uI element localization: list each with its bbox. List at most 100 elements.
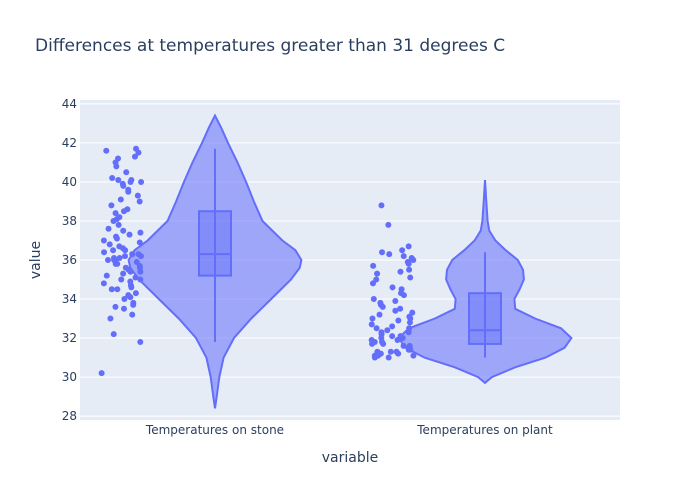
y-tick-label: 40: [62, 175, 77, 189]
data-point: [408, 255, 415, 262]
data-point: [105, 225, 112, 232]
data-point: [123, 169, 130, 176]
data-point: [116, 255, 123, 262]
y-tick-label: 34: [62, 292, 77, 306]
x-tick-label: Temperatures on plant: [416, 423, 553, 437]
data-point: [125, 292, 132, 299]
data-point: [121, 296, 128, 303]
data-point: [399, 247, 406, 254]
data-point: [370, 296, 377, 303]
data-point: [407, 274, 414, 281]
data-point: [385, 354, 392, 361]
data-point: [124, 206, 131, 213]
data-point: [393, 348, 400, 355]
points-1: [368, 202, 417, 361]
data-point: [370, 262, 377, 269]
data-point: [119, 180, 126, 187]
data-point: [389, 323, 396, 330]
y-tick-label: 44: [62, 97, 77, 111]
data-point: [369, 315, 376, 322]
box-0: [198, 210, 232, 277]
data-point: [120, 227, 127, 234]
data-point: [103, 272, 110, 279]
data-point: [115, 155, 122, 162]
data-point: [130, 299, 137, 306]
data-point: [377, 299, 384, 306]
data-point: [106, 241, 113, 248]
data-point: [131, 153, 138, 160]
data-point: [117, 196, 124, 203]
data-point: [405, 243, 412, 250]
data-point: [120, 305, 127, 312]
data-point: [398, 286, 405, 293]
data-point: [112, 303, 119, 310]
data-point: [127, 278, 134, 285]
data-point: [115, 221, 122, 228]
y-tick-label: 30: [62, 370, 77, 384]
data-point: [389, 284, 396, 291]
data-point: [395, 317, 402, 324]
data-point: [110, 331, 117, 338]
y-axis-ticks: 28 30 32 34 36 38 40 42 44: [62, 97, 77, 423]
data-point: [137, 229, 144, 236]
data-point: [368, 321, 375, 328]
data-point: [397, 305, 404, 312]
data-point: [128, 177, 135, 183]
data-point: [98, 370, 105, 377]
data-point: [384, 327, 391, 334]
data-point: [110, 247, 117, 254]
y-tick-label: 28: [62, 409, 77, 423]
data-point: [100, 237, 107, 244]
data-point: [113, 233, 120, 240]
data-point: [409, 309, 416, 316]
data-point: [378, 202, 385, 209]
data-point: [374, 270, 381, 277]
data-point: [105, 257, 112, 263]
data-point: [389, 333, 396, 340]
data-point: [387, 348, 394, 355]
data-point: [109, 175, 116, 182]
data-point: [122, 253, 129, 260]
data-point: [108, 202, 115, 209]
data-point: [120, 270, 127, 277]
data-point: [116, 214, 123, 221]
data-point: [374, 348, 381, 355]
data-point: [125, 186, 132, 193]
x-axis-ticks: Temperatures on stone Temperatures on pla…: [145, 423, 553, 437]
data-point: [404, 258, 411, 265]
data-point: [116, 243, 123, 250]
data-point: [373, 276, 380, 283]
data-point: [112, 210, 119, 217]
data-point: [133, 145, 140, 152]
y-axis-title: value: [28, 241, 44, 279]
x-tick-label: Temperatures on stone: [145, 423, 284, 437]
data-point: [110, 255, 117, 262]
data-point: [392, 307, 399, 314]
data-point: [107, 315, 114, 322]
data-point: [129, 311, 136, 318]
data-point: [379, 249, 386, 256]
data-point: [138, 178, 145, 185]
data-point: [132, 290, 139, 297]
data-point: [126, 231, 133, 238]
box-1: [468, 292, 502, 345]
data-point: [118, 276, 125, 283]
y-tick-label: 32: [62, 331, 77, 345]
data-point: [386, 251, 393, 258]
data-point: [378, 329, 385, 336]
data-point: [406, 266, 413, 273]
data-point: [103, 147, 110, 154]
chart-marks: [98, 113, 573, 409]
data-point: [397, 268, 404, 275]
data-point: [115, 177, 122, 183]
data-point: [400, 253, 407, 260]
data-point: [410, 352, 417, 359]
data-point: [376, 311, 383, 318]
data-point: [134, 192, 141, 199]
data-point: [373, 325, 380, 332]
chart-title: Differences at temperatures greater than…: [35, 36, 505, 56]
x-axis-title: variable: [322, 450, 378, 466]
data-point: [122, 264, 129, 271]
data-point: [385, 221, 392, 228]
